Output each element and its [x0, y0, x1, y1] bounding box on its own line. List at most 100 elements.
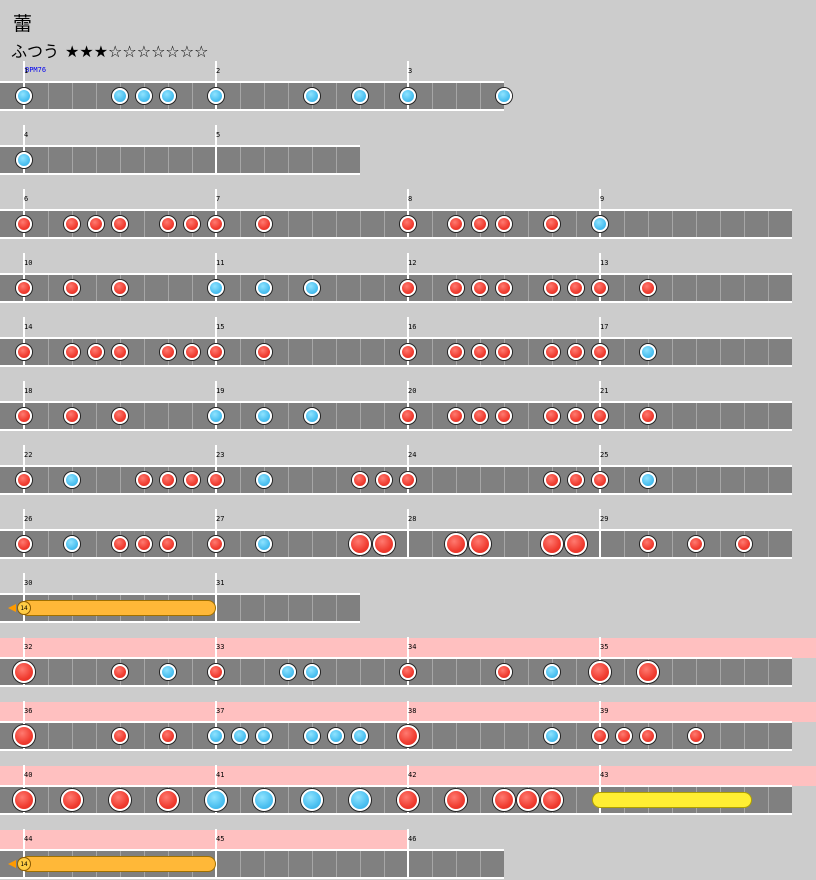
- measure-number: 4: [24, 131, 29, 139]
- beat-line: [768, 723, 769, 749]
- beat-line: [336, 787, 337, 813]
- don-note: [112, 664, 128, 680]
- bar-line: [23, 509, 25, 557]
- bar-line: [23, 829, 25, 877]
- beat-line: [336, 467, 337, 493]
- measure-number: 43: [600, 771, 609, 779]
- don-note: [136, 536, 152, 552]
- beat-line: [336, 851, 337, 877]
- beat-line: [336, 595, 337, 621]
- beat-line: [432, 723, 433, 749]
- don-note: [64, 408, 80, 424]
- beat-line: [432, 659, 433, 685]
- beat-line: [672, 339, 673, 365]
- don-note: [496, 280, 512, 296]
- beat-line: [312, 211, 313, 237]
- note-lane: [0, 273, 792, 303]
- beat-line: [264, 83, 265, 109]
- ka-note: [160, 88, 176, 104]
- don-note: [88, 344, 104, 360]
- beat-line: [624, 531, 625, 557]
- beat-line: [288, 339, 289, 365]
- beat-line: [432, 83, 433, 109]
- big-don-note: [565, 533, 587, 555]
- balloon-tip: [8, 860, 16, 868]
- beat-line: [312, 531, 313, 557]
- beat-line: [432, 275, 433, 301]
- ka-note: [112, 88, 128, 104]
- measure-number: 8: [408, 195, 413, 203]
- beat-line: [192, 659, 193, 685]
- measure-number: 31: [216, 579, 225, 587]
- measure-number: 12: [408, 259, 417, 267]
- beat-line: [96, 659, 97, 685]
- ka-note: [208, 88, 224, 104]
- bar-line: [599, 381, 601, 429]
- beat-line: [48, 787, 49, 813]
- measure-number: 36: [24, 707, 33, 715]
- ka-note: [544, 664, 560, 680]
- beat-line: [240, 851, 241, 877]
- ka-note: [256, 536, 272, 552]
- beat-line: [480, 851, 481, 877]
- don-note: [112, 216, 128, 232]
- measure-number: 38: [408, 707, 417, 715]
- big-ka-note: [205, 789, 227, 811]
- don-note: [112, 536, 128, 552]
- ka-note: [256, 472, 272, 488]
- don-note: [64, 344, 80, 360]
- bar-line: [407, 445, 409, 493]
- don-note: [448, 280, 464, 296]
- measure-number: 25: [600, 451, 609, 459]
- don-note: [496, 216, 512, 232]
- big-don-note: [373, 533, 395, 555]
- bar-line: [407, 829, 409, 877]
- beat-line: [312, 851, 313, 877]
- don-note: [640, 728, 656, 744]
- don-note: [640, 408, 656, 424]
- beat-line: [96, 467, 97, 493]
- big-don-note: [157, 789, 179, 811]
- beat-line: [240, 339, 241, 365]
- beat-line: [744, 275, 745, 301]
- bar-line: [215, 189, 217, 237]
- beat-line: [192, 83, 193, 109]
- bar-line: [215, 829, 217, 877]
- beat-line: [384, 787, 385, 813]
- beat-line: [576, 787, 577, 813]
- don-note: [256, 216, 272, 232]
- bar-line: [599, 765, 601, 813]
- don-note: [496, 344, 512, 360]
- ka-note: [304, 280, 320, 296]
- beat-line: [48, 531, 49, 557]
- beat-line: [432, 403, 433, 429]
- don-note: [472, 408, 488, 424]
- don-note: [400, 280, 416, 296]
- beat-line: [288, 467, 289, 493]
- bar-line: [23, 445, 25, 493]
- beat-line: [384, 83, 385, 109]
- beat-line: [264, 595, 265, 621]
- beat-line: [720, 659, 721, 685]
- beat-line: [48, 339, 49, 365]
- don-note: [16, 408, 32, 424]
- don-note: [496, 408, 512, 424]
- don-note: [256, 344, 272, 360]
- measure-number: 23: [216, 451, 225, 459]
- beat-line: [336, 147, 337, 173]
- measure-number: 30: [24, 579, 33, 587]
- bar-line: [215, 253, 217, 301]
- measure-number: 41: [216, 771, 225, 779]
- measure-number: 34: [408, 643, 417, 651]
- beat-line: [576, 723, 577, 749]
- measure-number: 10: [24, 259, 33, 267]
- beat-line: [288, 723, 289, 749]
- beat-line: [720, 531, 721, 557]
- beat-line: [744, 723, 745, 749]
- beat-line: [432, 787, 433, 813]
- beat-line: [504, 531, 505, 557]
- don-note: [640, 536, 656, 552]
- measure-number: 32: [24, 643, 33, 651]
- beat-line: [504, 467, 505, 493]
- note-lane: [0, 209, 792, 239]
